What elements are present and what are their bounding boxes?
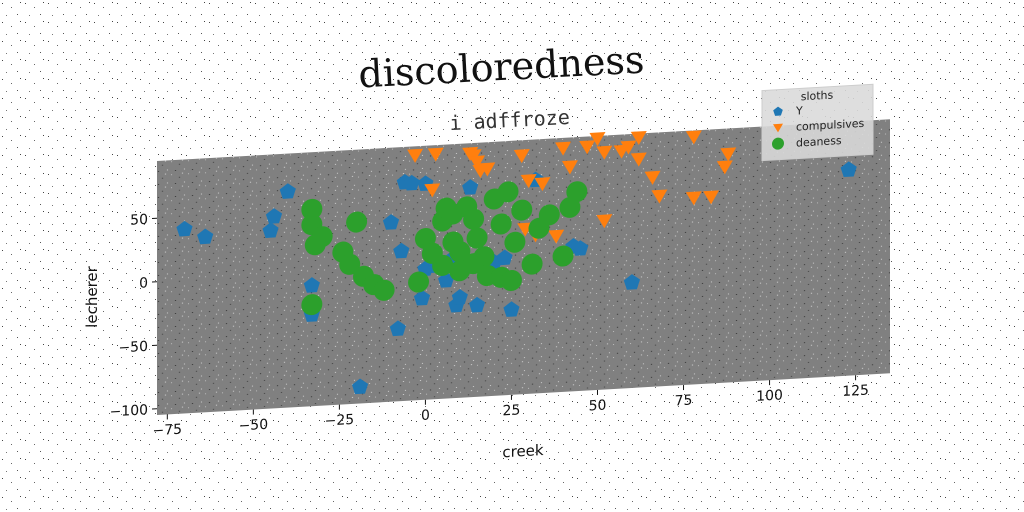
pentagon-point xyxy=(265,208,283,224)
legend-marker xyxy=(773,123,783,133)
x-tick-label: −75 xyxy=(153,422,183,440)
legend-title: sloths xyxy=(801,88,834,103)
circle-point xyxy=(500,270,522,292)
circle-point xyxy=(538,204,560,226)
scatter-marks xyxy=(176,130,857,395)
y-tick-label: 50 xyxy=(130,212,148,229)
circle-point xyxy=(301,294,323,316)
triangle-point xyxy=(720,147,737,162)
circle-point xyxy=(449,241,471,263)
triangle-point xyxy=(685,191,702,206)
triangle-point xyxy=(651,189,668,204)
pentagon-point xyxy=(496,249,513,266)
pentagon-point xyxy=(382,214,400,230)
legend-label: Y xyxy=(795,104,803,117)
circle-point xyxy=(373,279,395,301)
triangle-point xyxy=(630,152,647,167)
circle-point xyxy=(304,234,326,256)
x-tick-label: 50 xyxy=(589,397,607,414)
circle-point xyxy=(521,253,543,275)
circle-point xyxy=(408,271,430,293)
triangle-point xyxy=(644,170,661,185)
triangle-point xyxy=(424,183,441,198)
pentagon-point xyxy=(303,277,320,293)
circle-point xyxy=(504,231,526,253)
series-compulsives xyxy=(407,130,737,244)
pentagon-point xyxy=(393,242,410,259)
y-tick-label: −100 xyxy=(110,402,148,420)
pentagon-point xyxy=(389,320,406,337)
circle-point xyxy=(490,213,512,235)
legend-label: deaness xyxy=(796,134,842,150)
triangle-point xyxy=(520,174,537,189)
y-tick-label: 0 xyxy=(139,275,148,291)
series-deaness xyxy=(301,181,588,316)
circle-point xyxy=(339,253,361,275)
triangle-point xyxy=(685,130,702,145)
plot-axes: −75 −50 −25 0 25 50 75 100 125 −100 −50 0 50 slothsY… xyxy=(110,83,890,461)
triangle-point xyxy=(427,147,444,162)
x-tick-label: 125 xyxy=(842,382,869,400)
pentagon-point xyxy=(279,183,296,199)
y-axis-label: lecherer xyxy=(83,265,101,327)
circle-point xyxy=(497,181,519,203)
x-tick-label: 100 xyxy=(756,387,783,405)
circle-point xyxy=(432,254,454,276)
triangle-point xyxy=(596,214,613,229)
circle-point xyxy=(566,181,588,203)
x-tick-label: 0 xyxy=(421,408,430,424)
triangle-point xyxy=(534,177,551,192)
triangle-point xyxy=(630,130,647,145)
pentagon-point xyxy=(262,222,279,238)
pentagon-point xyxy=(572,240,589,256)
pentagon-point xyxy=(176,220,193,237)
x-axis-label: creek xyxy=(502,441,544,461)
legend-marker xyxy=(773,106,783,116)
circle-point xyxy=(346,211,368,233)
axis-ticks: −75 −50 −25 0 25 50 75 100 125 −100 −50 0 50 xyxy=(110,212,869,440)
circle-point xyxy=(301,198,323,220)
circle-point xyxy=(466,227,488,249)
pentagon-point xyxy=(413,289,431,306)
triangle-point xyxy=(589,132,606,147)
circle-point xyxy=(463,253,485,275)
triangle-point xyxy=(716,160,733,175)
triangle-point xyxy=(596,145,613,160)
circle-point xyxy=(463,208,485,230)
legend-label: compulsives xyxy=(796,117,865,134)
legend-box xyxy=(761,83,874,162)
x-tick-label: 75 xyxy=(675,393,693,410)
triangle-point xyxy=(555,141,572,156)
pentagon-point xyxy=(451,288,468,305)
triangle-point xyxy=(620,140,637,155)
x-tick-label: 25 xyxy=(503,402,521,419)
triangle-point xyxy=(703,190,720,205)
triangle-point xyxy=(548,229,565,244)
triangle-point xyxy=(479,162,496,177)
pentagon-point xyxy=(462,179,479,195)
triangle-point xyxy=(579,140,596,155)
pentagon-point xyxy=(840,161,857,178)
triangle-point xyxy=(469,155,486,170)
pentagon-point xyxy=(197,228,214,245)
pentagon-point xyxy=(469,296,486,313)
circle-point xyxy=(552,245,574,267)
triangle-point xyxy=(513,149,530,164)
triangle-point xyxy=(407,148,424,163)
circle-point xyxy=(511,199,533,221)
x-tick-label: −25 xyxy=(325,412,355,430)
pentagon-point xyxy=(352,378,369,395)
y-tick-label: −50 xyxy=(118,339,148,357)
x-tick-label: −50 xyxy=(239,417,269,435)
pentagon-point xyxy=(623,274,640,290)
pentagon-point xyxy=(403,174,420,191)
pentagon-point xyxy=(503,301,520,317)
legend-marker xyxy=(772,137,784,150)
triangle-point xyxy=(561,160,578,175)
